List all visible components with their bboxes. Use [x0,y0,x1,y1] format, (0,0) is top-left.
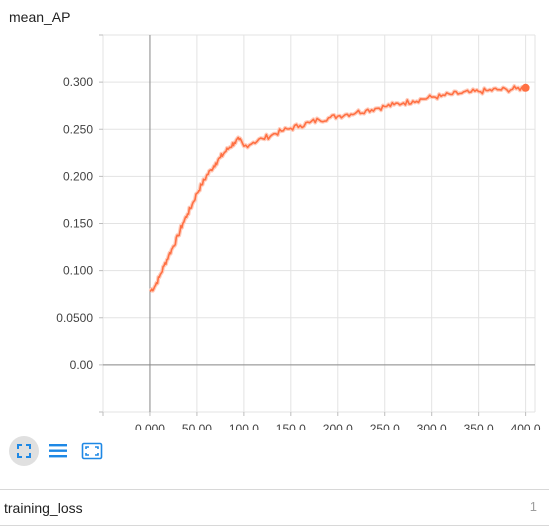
fit-domain-icon [81,442,103,460]
section-title: training_loss [4,500,83,516]
y-tick-label: 0.300 [63,75,93,89]
fullscreen-icon [17,444,31,458]
y-tick-label: 0.0500 [56,311,93,325]
x-tick-label: 350.0 [464,422,494,430]
y-tick-label: 0.250 [63,122,93,136]
series-layer [148,83,530,293]
chart-title: mean_AP [9,9,71,25]
tag-section-training-loss[interactable]: training_loss 1 [0,490,549,525]
tick-labels: 0.000 50.00 100.0 150.0 200.0 250.0 300.0 350.0… [56,75,541,430]
section-count: 1 [529,499,537,514]
x-tick-label: 400.0 [511,422,541,430]
series-line [149,85,527,292]
x-tick-label: 200.0 [323,422,353,430]
x-tick-label: 0.000 [135,422,165,430]
section-divider-bottom [0,525,549,526]
y-tick-label: 0.00 [70,358,94,372]
chart-toolbar [9,436,107,466]
data-list-icon [49,444,67,458]
x-tick-label: 300.0 [417,422,447,430]
y-tick-label: 0.100 [63,264,93,278]
x-tick-label: 100.0 [229,422,259,430]
y-tick-label: 0.150 [63,217,93,231]
last-point-marker [521,83,530,92]
y-tick-label: 0.200 [63,169,93,183]
x-tick-label: 250.0 [370,422,400,430]
section-divider [0,489,549,490]
fit-domain-button[interactable] [77,436,107,466]
mean-ap-chart[interactable]: 0.000 50.00 100.0 150.0 200.0 250.0 300.0 350.0… [0,0,549,430]
fullscreen-button[interactable] [9,436,39,466]
toggle-data-button[interactable] [43,436,73,466]
axes [99,34,535,416]
x-tick-label: 50.00 [182,422,212,430]
x-tick-label: 150.0 [276,422,306,430]
